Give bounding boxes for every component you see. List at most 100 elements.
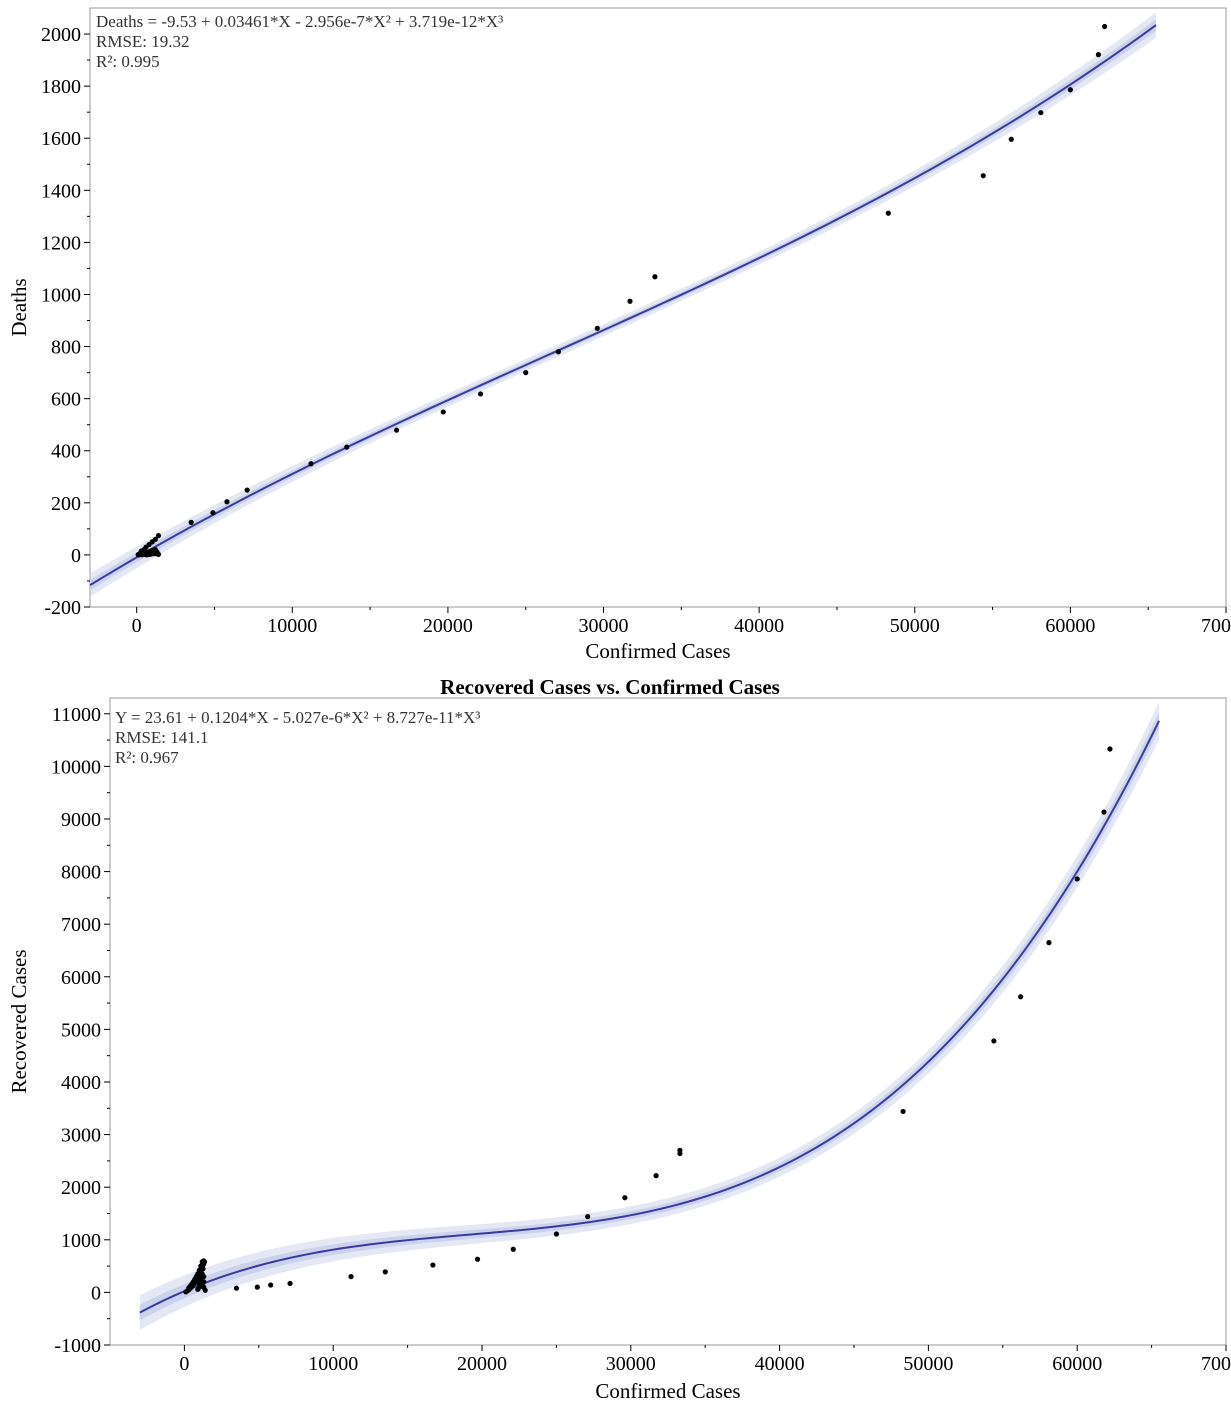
chart2-x-tick-label: 30000 [606, 1353, 656, 1375]
chart1-data-point [308, 461, 314, 467]
chart2-data-point [268, 1282, 274, 1288]
chart2-x-tick-label: 40000 [755, 1353, 805, 1375]
chart2-data-point [382, 1269, 388, 1275]
chart1-data-point [244, 487, 250, 493]
chart1-data-point [440, 409, 446, 415]
chart2-data-point [195, 1280, 202, 1286]
chart1-data-point [523, 370, 529, 376]
chart2-y-tick-label: -1000 [54, 1335, 101, 1357]
chart2-y-tick-label: 9000 [61, 809, 101, 831]
chart1-data-point [1067, 87, 1073, 93]
chart2-title: Recovered Cases vs. Confirmed Cases [440, 675, 780, 699]
chart1-data-point [210, 510, 216, 516]
chart2-fit-annotation: R²: 0.967 [115, 748, 179, 767]
chart2-x-tick-label: 0 [179, 1353, 189, 1375]
chart2-y-tick-label: 3000 [61, 1125, 101, 1147]
chart1-x-tick-label: 10000 [267, 615, 317, 637]
chart1-y-tick-label: 1800 [41, 76, 81, 98]
chart1-x-tick-label: 20000 [423, 615, 473, 637]
chart2-fit-line [139, 720, 1160, 1314]
chart2-y-tick-label: 4000 [61, 1072, 101, 1094]
chart1-data-point [154, 549, 160, 555]
chart2-data-point [1107, 746, 1113, 752]
chart1-y-tick-label: 800 [51, 337, 81, 359]
chart2-data-point [991, 1038, 997, 1044]
chart2-x-tick-label: 10000 [308, 1353, 358, 1375]
chart2-data-point [474, 1256, 481, 1262]
chart2-x-tick-label: 60000 [1052, 1353, 1102, 1375]
chart1-y-tick-label: 600 [51, 389, 81, 411]
chart2-data-point [900, 1108, 906, 1115]
chart1-fit-line [89, 24, 1157, 587]
chart1-x-tick-label: 30000 [579, 615, 629, 637]
chart1-y-tick-label: 1600 [41, 128, 81, 150]
chart1-data-point [1038, 110, 1044, 116]
chart2-x-tick-label: 70000 [1201, 1353, 1231, 1375]
chart2-data-point [1074, 876, 1080, 882]
chart1-data-point [980, 173, 986, 179]
chart1-y-tick-label: -200 [44, 597, 81, 619]
chart1-data-point [188, 519, 194, 525]
chart1-data-point [478, 391, 484, 397]
chart2-x-tick-label: 20000 [457, 1353, 507, 1375]
chart2-y-tick-label: 10000 [51, 756, 101, 778]
chart1-y-axis-title: Deaths [7, 278, 31, 336]
chart2-x-axis-title: Confirmed Cases [595, 1379, 740, 1403]
chart1-x-tick-label: 0 [132, 615, 142, 637]
chart1-x-tick-label: 70000 [1201, 615, 1231, 637]
chart2-data-point [510, 1246, 516, 1252]
chart1-x-tick-label: 60000 [1045, 615, 1095, 637]
chart1-data-point [1008, 136, 1014, 142]
chart2-data-point [653, 1173, 659, 1179]
chart2-data-point [585, 1214, 591, 1220]
chart1-data-point [344, 444, 350, 450]
chart1-fit-annotation: R²: 0.995 [96, 52, 160, 71]
chart2-data-point [200, 1266, 206, 1272]
chart2-y-tick-label: 7000 [61, 914, 101, 936]
chart1-fit-annotation: Deaths = -9.53 + 0.03461*X - 2.956e-7*X²… [96, 12, 503, 31]
chart1-data-point [1095, 52, 1101, 58]
chart2-y-tick-label: 2000 [61, 1177, 101, 1199]
chart1-data-point [155, 533, 162, 539]
chart2-y-tick-label: 0 [91, 1282, 101, 1304]
chart2-data-point [186, 1285, 192, 1291]
chart2-fit-annotation: RMSE: 141.1 [115, 728, 209, 747]
chart2-fit-annotation: Y = 23.61 + 0.1204*X - 5.027e-6*X² + 8.7… [115, 708, 480, 727]
chart2-x-tick-label: 50000 [903, 1353, 953, 1375]
chart1-data-point [627, 298, 633, 304]
chart2-y-axis-title: Recovered Cases [7, 949, 31, 1093]
chart2-data-point [195, 1286, 201, 1292]
chart2-data-point [1101, 809, 1107, 815]
chart1-data-point [393, 427, 400, 433]
chart1-data-point [885, 210, 891, 216]
chart2-data-point [622, 1195, 628, 1201]
chart2-plot-frame [109, 697, 1227, 1346]
chart2-data-point [1018, 994, 1024, 1000]
chart2-data-point [677, 1147, 683, 1153]
chart1-data-point [594, 325, 600, 331]
chart2-y-tick-label: 8000 [61, 862, 101, 884]
chart1-data-point [1102, 23, 1108, 30]
chart1-data-point [652, 274, 658, 280]
chart2-y-tick-label: 6000 [61, 967, 101, 989]
chart1-y-tick-label: 400 [51, 441, 81, 463]
chart1-data-point [152, 536, 158, 542]
chart2-data-point [233, 1285, 240, 1291]
chart2-data-point [287, 1280, 293, 1287]
chart1-y-tick-label: 1200 [41, 232, 81, 254]
chart2-data-point [430, 1262, 436, 1268]
chart2-y-tick-label: 5000 [61, 1019, 101, 1041]
chart2-y-tick-label: 11000 [52, 704, 101, 726]
chart1-data-point [555, 349, 562, 355]
chart2-data-point [348, 1274, 354, 1280]
chart2-data-point [553, 1231, 560, 1237]
chart1-y-tick-label: 1400 [41, 180, 81, 202]
chart2-data-point [254, 1284, 260, 1290]
chart1-data-point [141, 546, 148, 552]
chart1-x-tick-label: 40000 [734, 615, 784, 637]
chart1-x-tick-label: 50000 [890, 615, 940, 637]
chart2-data-point [199, 1271, 205, 1277]
chart2-y-tick-label: 1000 [61, 1230, 101, 1252]
chart2-data-point [1046, 940, 1052, 946]
chart2-data-point [201, 1259, 208, 1265]
